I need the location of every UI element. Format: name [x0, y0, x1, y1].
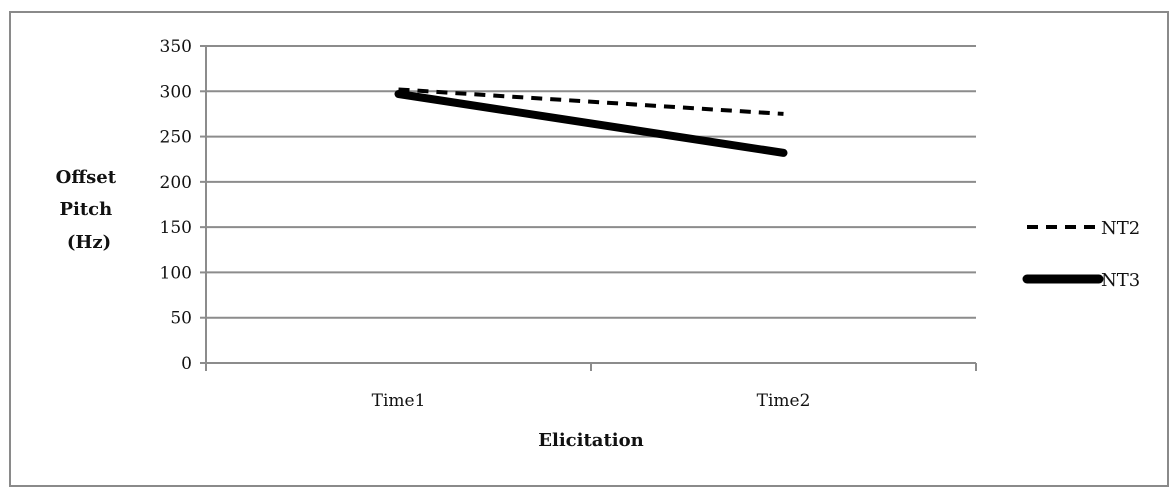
series-line-nt2	[398, 87, 784, 116]
y-axis-title: Offset Pitch (Hz)	[56, 167, 123, 253]
legend-label-nt3: NT3	[1101, 270, 1140, 291]
grid-lines	[206, 45, 976, 319]
y-axis-title-line-3: (Hz)	[67, 232, 111, 253]
y-tick-label-100: 100	[160, 263, 192, 283]
series-line-nt3	[394, 90, 788, 157]
y-tick-labels: 0 50 100 150 200 250 300 350	[160, 37, 192, 374]
x-axis-title: Elicitation	[538, 430, 643, 451]
y-tick-label-0: 0	[181, 354, 192, 374]
legend: NT2 NT3	[1022, 218, 1140, 291]
y-axis-title-line-2: Pitch	[59, 199, 112, 220]
y-tick-label-250: 250	[160, 128, 192, 148]
y-axis-title-line-1: Offset	[56, 167, 117, 188]
y-tick-label-350: 350	[160, 37, 192, 57]
x-tick-labels: Time1 Time2	[372, 391, 811, 411]
y-tick-label-150: 150	[160, 218, 192, 238]
series-lines	[394, 87, 788, 157]
axes	[200, 45, 977, 371]
x-tick-label-time2: Time2	[757, 391, 811, 411]
y-tick-label-50: 50	[170, 309, 192, 329]
legend-label-nt2: NT2	[1101, 218, 1140, 239]
y-tick-label-300: 300	[160, 82, 192, 102]
y-tick-label-200: 200	[160, 173, 192, 193]
x-tick-label-time1: Time1	[372, 391, 426, 411]
